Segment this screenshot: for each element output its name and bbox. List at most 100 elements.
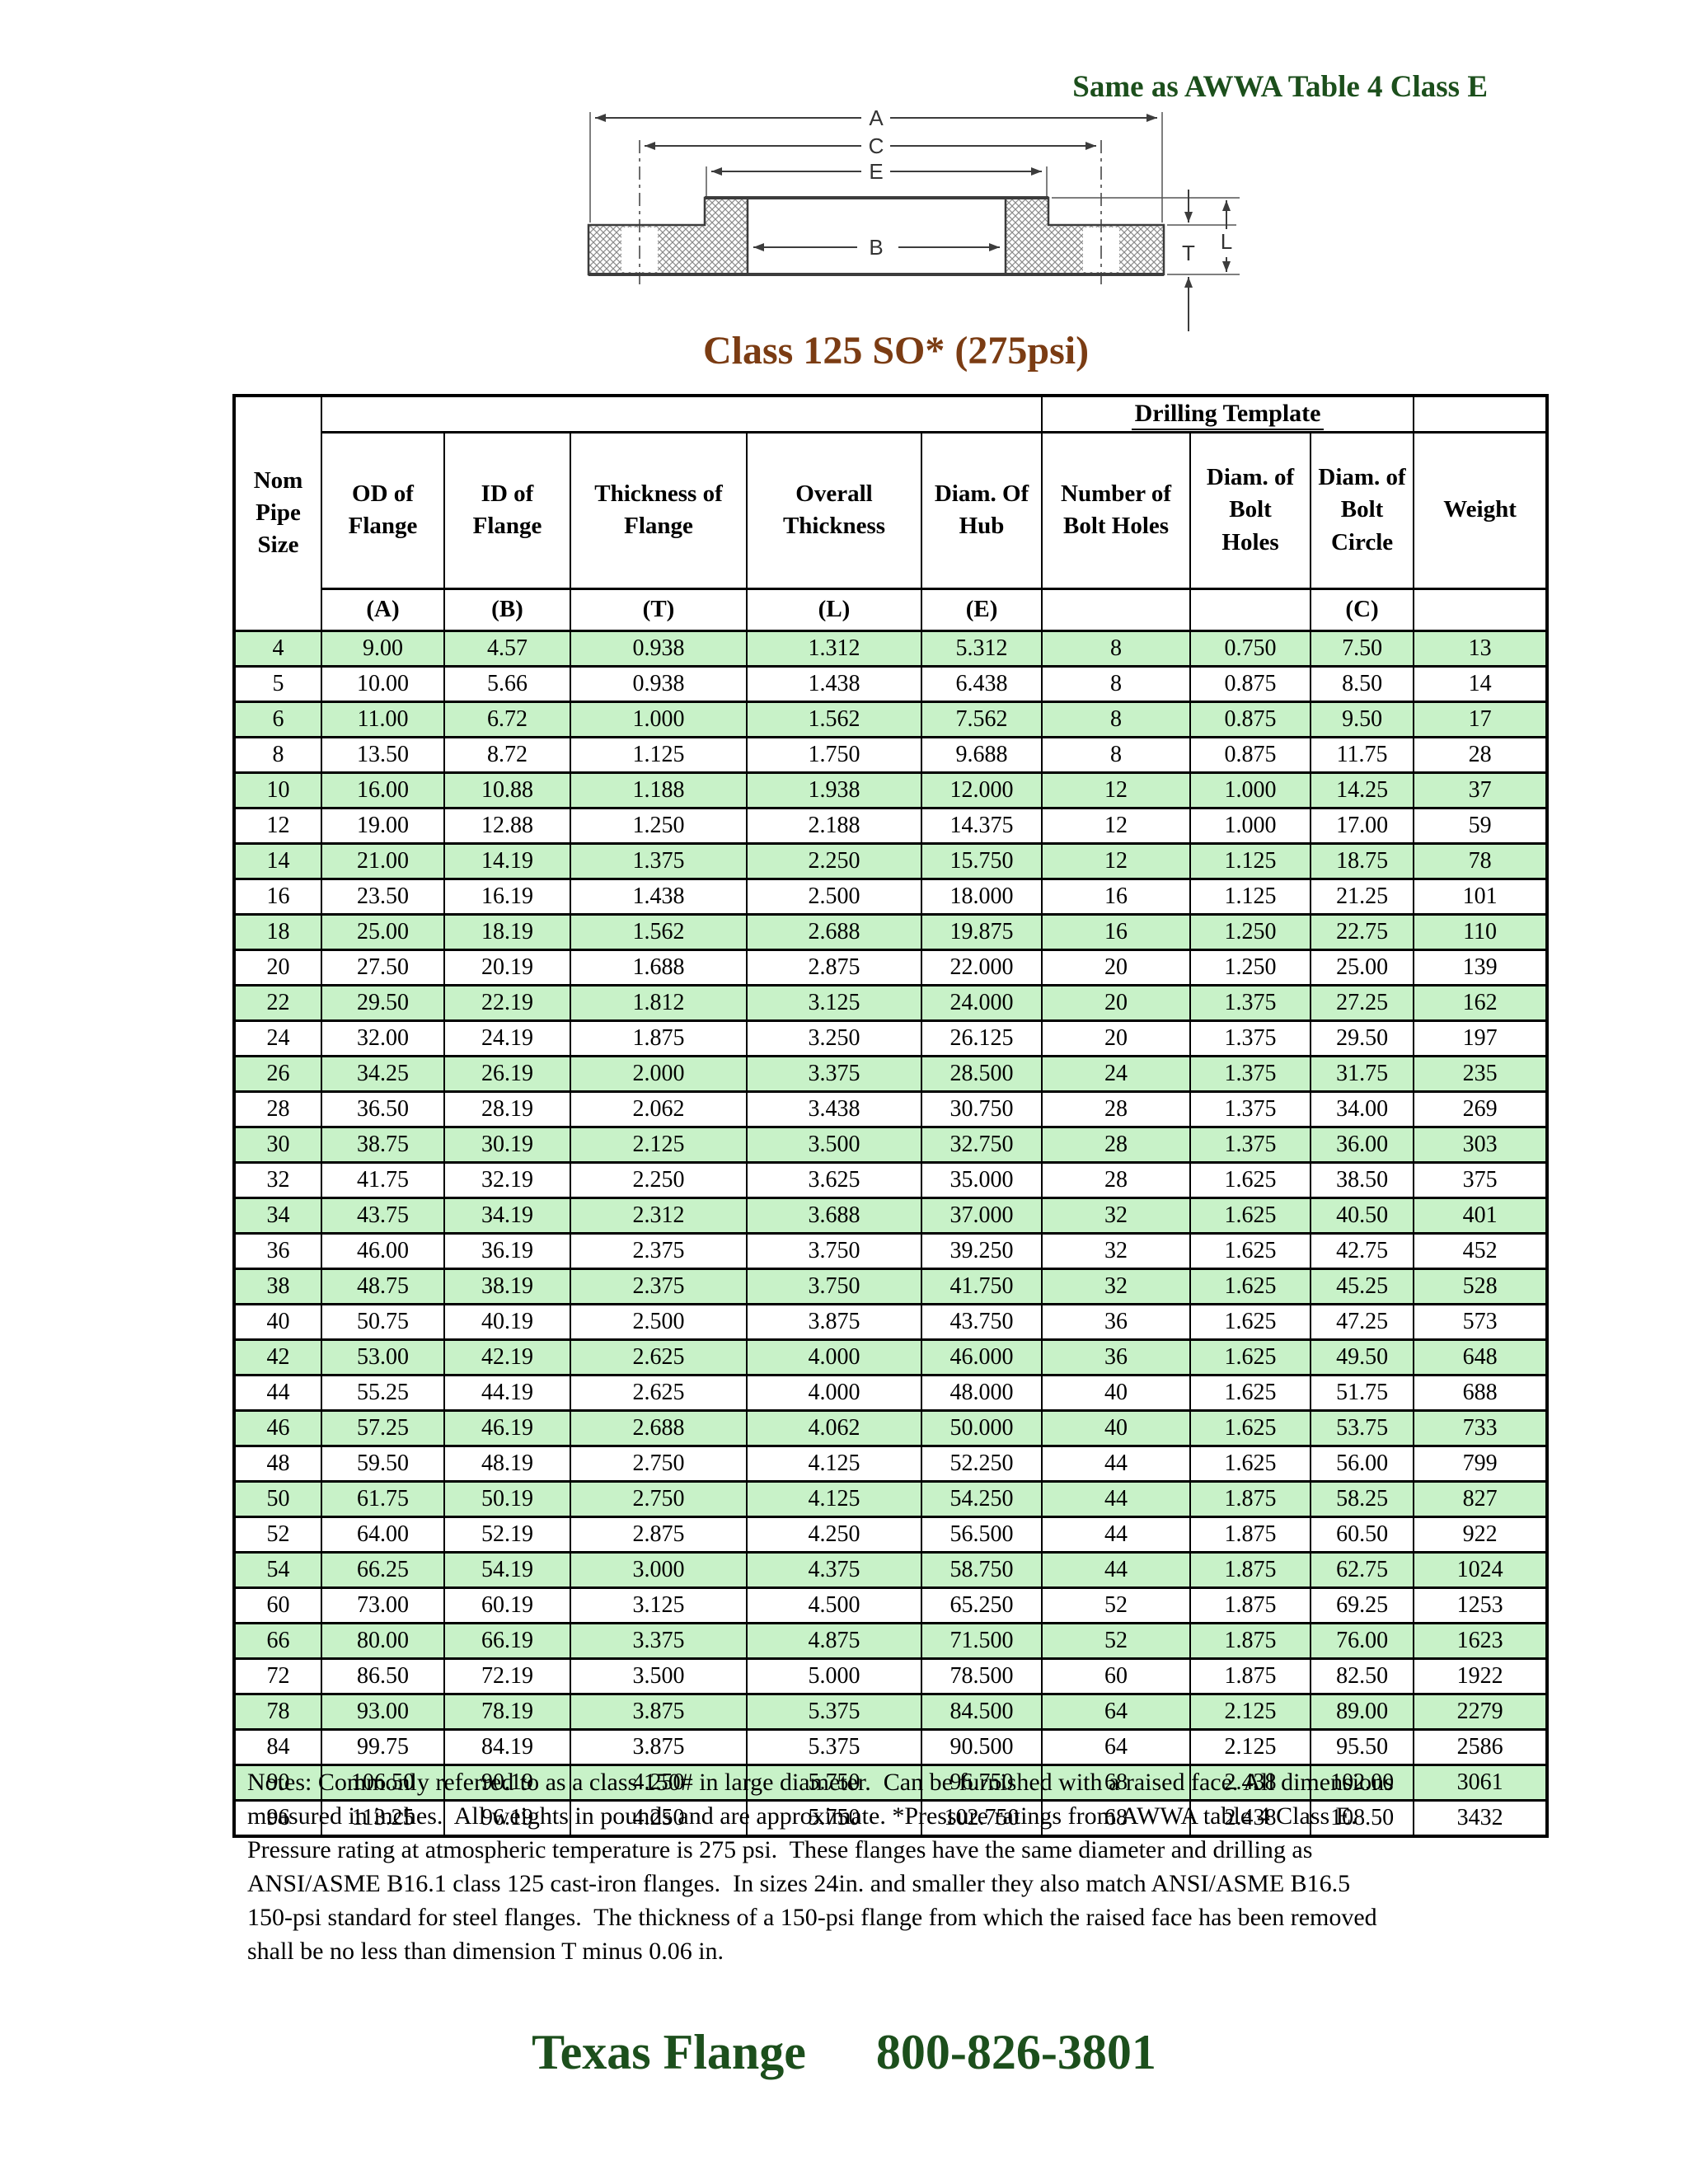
table-cell: 1.625 <box>1189 1196 1312 1235</box>
drilling-template-header: Drilling Template <box>1041 394 1415 434</box>
table-row: 6 11.00 6.72 1.000 1.562 7.562 8 0.875 9.50 17 <box>233 700 1549 738</box>
letter-c: (C) <box>1310 587 1415 632</box>
table-cell: 15.750 <box>920 841 1043 880</box>
table-cell: 65.250 <box>920 1586 1043 1624</box>
table-cell: 68 <box>1041 1763 1192 1802</box>
table-cell: 6.438 <box>920 664 1043 703</box>
table-cell: 44 <box>1041 1550 1192 1589</box>
table-cell: 31.75 <box>1310 1054 1415 1093</box>
table-cell: 14 <box>1413 664 1549 703</box>
table-row: 38 48.75 38.19 2.375 3.750 41.750 32 1.625 45.25… <box>233 1267 1549 1305</box>
table-row: 54 66.25 54.19 3.000 4.375 58.750 44 1.875 62.75… <box>233 1550 1549 1589</box>
table-cell: 1.562 <box>570 912 748 951</box>
table-row: 16 23.50 16.19 1.438 2.500 18.000 16 1.125 21.25… <box>233 877 1549 916</box>
table-cell: 6 <box>233 700 322 738</box>
dim-label-c: C <box>869 134 884 158</box>
table-cell: 1.875 <box>1189 1550 1312 1589</box>
table-cell: 2.625 <box>570 1373 748 1412</box>
table-cell: 49.50 <box>1310 1338 1415 1376</box>
table-cell: 8 <box>1041 735 1192 774</box>
table-cell: 2.688 <box>746 912 922 951</box>
table-cell: 1.125 <box>570 735 748 774</box>
table-cell: 84 <box>233 1727 322 1766</box>
table-cell: 2.625 <box>570 1338 748 1376</box>
table-cell: 1.625 <box>1189 1373 1312 1412</box>
table-cell: 12.88 <box>443 806 571 845</box>
table-cell: 30.19 <box>443 1125 571 1164</box>
table-cell: 21.00 <box>321 841 445 880</box>
table-cell: 799 <box>1413 1444 1549 1483</box>
table-cell: 922 <box>1413 1515 1549 1554</box>
table-cell: 102.00 <box>1310 1763 1415 1802</box>
table-row: 60 73.00 60.19 3.125 4.500 65.250 52 1.875 69.25… <box>233 1586 1549 1624</box>
table-cell: 0.875 <box>1189 664 1312 703</box>
table-cell: 32.750 <box>920 1125 1043 1164</box>
table-cell: 688 <box>1413 1373 1549 1412</box>
table-cell: 2.375 <box>570 1231 748 1270</box>
table-cell: 24 <box>233 1019 322 1057</box>
table-cell: 14.375 <box>920 806 1043 845</box>
table-cell: 22 <box>233 983 322 1022</box>
table-cell: 3.750 <box>746 1231 922 1270</box>
table-cell: 12 <box>233 806 322 845</box>
table-cell: 20 <box>1041 1019 1192 1057</box>
table-cell: 36.50 <box>321 1090 445 1128</box>
table-cell: 7.50 <box>1310 629 1415 668</box>
col-header-thickness-of-flange: Thickness of Flange <box>570 430 748 590</box>
table-cell: 30.750 <box>920 1090 1043 1128</box>
table-cell: 2586 <box>1413 1727 1549 1766</box>
table-cell: 64 <box>1041 1727 1192 1766</box>
col-header-diam-of-bolt-circle: Diam. of Bolt Circle <box>1310 430 1415 590</box>
table-cell: 1.188 <box>570 771 748 809</box>
col-header-number-of-bolt-holes: Number of Bolt Holes <box>1041 430 1192 590</box>
table-cell: 14.19 <box>443 841 571 880</box>
table-cell: 17 <box>1413 700 1549 738</box>
table-cell: 4 <box>233 629 322 668</box>
col-header-diam-of-hub: Diam. Of Hub <box>920 430 1043 590</box>
table-cell: 96.19 <box>443 1798 571 1837</box>
table-row: 20 27.50 20.19 1.688 2.875 22.000 20 1.250 25.00… <box>233 948 1549 987</box>
table-cell: 1.375 <box>1189 1019 1312 1057</box>
dim-label-e: E <box>869 159 883 184</box>
table-cell: 5.66 <box>443 664 571 703</box>
table-cell: 1922 <box>1413 1657 1549 1695</box>
table-cell: 8 <box>1041 629 1192 668</box>
table-cell: 4.375 <box>746 1550 922 1589</box>
table-cell: 46.19 <box>443 1408 571 1447</box>
table-cell: 648 <box>1413 1338 1549 1376</box>
table-cell: 19.875 <box>920 912 1043 951</box>
table-cell: 36.00 <box>1310 1125 1415 1164</box>
table-cell: 28 <box>233 1090 322 1128</box>
drilling-template-label: Drilling Template <box>1131 400 1325 429</box>
table-cell: 34.25 <box>321 1054 445 1093</box>
table-cell: 40 <box>1041 1408 1192 1447</box>
table-cell: 101 <box>1413 877 1549 916</box>
table-cell: 99.75 <box>321 1727 445 1766</box>
col-header-nom-pipe-size: Nom Pipe Size <box>233 394 322 632</box>
table-cell: 38 <box>233 1267 322 1305</box>
table-cell: 2.750 <box>570 1479 748 1518</box>
table-cell: 1.312 <box>746 629 922 668</box>
table-cell: 3.625 <box>746 1160 922 1199</box>
letter-empty-2 <box>1189 587 1312 632</box>
table-cell: 5.375 <box>746 1727 922 1766</box>
table-cell: 58.25 <box>1310 1479 1415 1518</box>
table-cell: 38.75 <box>321 1125 445 1164</box>
table-cell: 41.75 <box>321 1160 445 1199</box>
table-row: 24 32.00 24.19 1.875 3.250 26.125 20 1.375 29.50… <box>233 1019 1549 1057</box>
table-cell: 2.500 <box>570 1302 748 1341</box>
table-row: 22 29.50 22.19 1.812 3.125 24.000 20 1.375 27.25… <box>233 983 1549 1022</box>
table-cell: 34.19 <box>443 1196 571 1235</box>
table-cell: 235 <box>1413 1054 1549 1093</box>
table-cell: 5.375 <box>746 1692 922 1731</box>
table-cell: 139 <box>1413 948 1549 987</box>
table-cell: 1.625 <box>1189 1338 1312 1376</box>
letter-empty-3 <box>1413 587 1549 632</box>
table-cell: 58.750 <box>920 1550 1043 1589</box>
table-cell: 45.25 <box>1310 1267 1415 1305</box>
table-cell: 93.00 <box>321 1692 445 1731</box>
table-cell: 48.000 <box>920 1373 1043 1412</box>
table-cell: 3.375 <box>746 1054 922 1093</box>
table-cell: 303 <box>1413 1125 1549 1164</box>
table-cell: 32.00 <box>321 1019 445 1057</box>
